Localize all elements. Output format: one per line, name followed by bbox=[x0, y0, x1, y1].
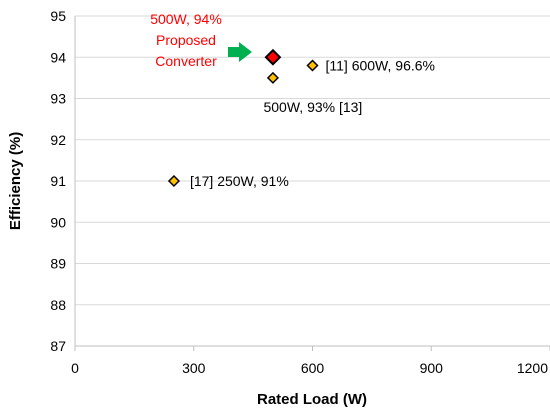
x-tick-label: 300 bbox=[182, 360, 206, 376]
data-point-label: [17] 250W, 91% bbox=[190, 173, 289, 189]
data-points bbox=[167, 48, 319, 188]
data-point-marker bbox=[266, 71, 279, 84]
tick-labels: 87 88 89 90 91 92 93 94 95 0 300 600 900 1200 bbox=[50, 8, 548, 376]
data-point-marker bbox=[167, 174, 181, 188]
data-point-marker bbox=[306, 59, 319, 72]
proposed-annotation-line-3: Converter bbox=[155, 53, 217, 69]
proposed-point-marker bbox=[264, 48, 282, 66]
y-axis-title: Efficiency (%) bbox=[7, 132, 24, 230]
proposed-annotation-line-2: Proposed bbox=[156, 32, 216, 48]
proposed-converter-annotation: 500W, 94% Proposed Converter bbox=[150, 11, 252, 69]
x-tick-label: 600 bbox=[301, 360, 325, 376]
y-tick-label: 93 bbox=[50, 91, 66, 107]
axes bbox=[74, 16, 550, 351]
x-tick-label: 1200 bbox=[517, 360, 548, 376]
y-tick-label: 91 bbox=[50, 173, 66, 189]
y-tick-label: 89 bbox=[50, 256, 66, 272]
green-arrow-icon bbox=[228, 42, 252, 62]
y-tick-label: 87 bbox=[50, 338, 66, 354]
data-point-label: [11] 600W, 96.6% bbox=[326, 58, 435, 74]
x-tick-label: 0 bbox=[71, 360, 79, 376]
y-tick-label: 92 bbox=[50, 132, 66, 148]
y-tick-label: 94 bbox=[50, 49, 66, 65]
y-tick-label: 90 bbox=[50, 214, 66, 230]
y-tick-label: 88 bbox=[50, 297, 66, 313]
proposed-annotation-line-1: 500W, 94% bbox=[150, 11, 222, 27]
gridlines bbox=[75, 15, 550, 306]
data-point-label: 500W, 93% [13] bbox=[263, 99, 362, 115]
data-labels: [11] 600W, 96.6% 500W, 93% [13] [17] 250W,… bbox=[190, 58, 435, 190]
x-axis-title: Rated Load (W) bbox=[257, 391, 367, 408]
y-tick-label: 95 bbox=[50, 8, 66, 24]
x-tick-label: 900 bbox=[420, 360, 444, 376]
